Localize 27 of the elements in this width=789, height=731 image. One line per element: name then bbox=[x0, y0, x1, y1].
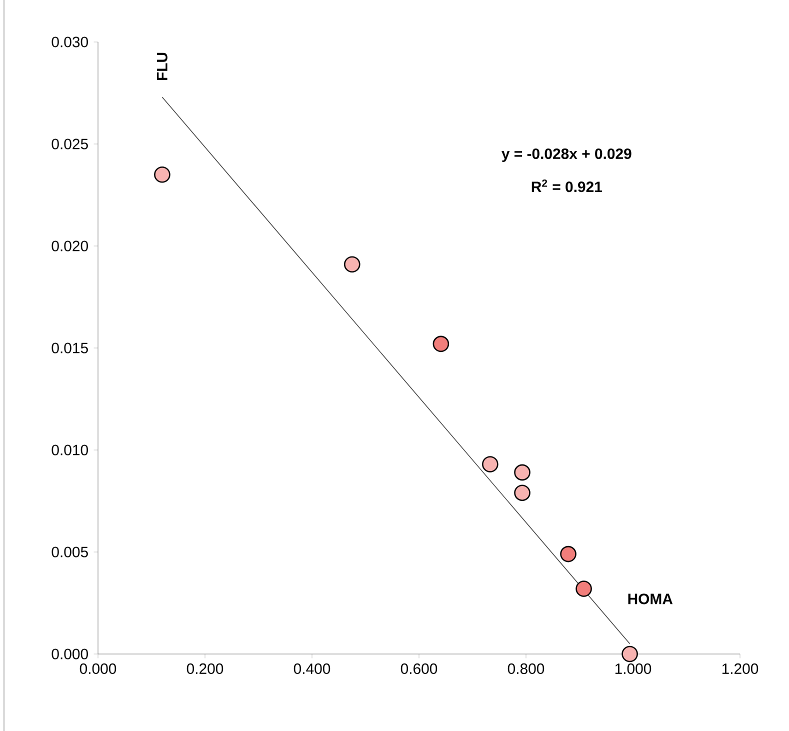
y-tick-label: 0.030 bbox=[52, 36, 88, 48]
x-tick-label: 1.200 bbox=[722, 663, 758, 674]
x-tick-label: 0.200 bbox=[186, 663, 224, 674]
point bbox=[344, 256, 360, 273]
point bbox=[560, 546, 576, 562]
y-tick-label: 0.025 bbox=[52, 138, 88, 150]
annotation: y = -0.028x + 0.029 bbox=[502, 148, 632, 162]
x-tick-label: 0.800 bbox=[508, 663, 544, 674]
point bbox=[514, 464, 530, 481]
point bbox=[622, 646, 638, 662]
point bbox=[432, 336, 450, 352]
point bbox=[576, 580, 592, 597]
annotation: R$^{2}$ = 0.921 bbox=[532, 179, 602, 192]
y-tick-label: 0.010 bbox=[52, 444, 88, 456]
point bbox=[482, 456, 498, 472]
y-axis-title: FLU bbox=[156, 52, 168, 80]
x-tick-label: 0.000 bbox=[80, 663, 116, 674]
point bbox=[154, 166, 170, 183]
x-tick-label: 0.600 bbox=[400, 663, 438, 674]
y-tick-label: 0.005 bbox=[52, 546, 88, 558]
y-tick-label: 0.020 bbox=[52, 240, 88, 252]
x-axis-title: HOMA bbox=[628, 594, 673, 604]
x-tick-label: 1.000 bbox=[615, 663, 652, 674]
y-tick-label: 0.000 bbox=[52, 648, 88, 660]
point bbox=[514, 484, 530, 501]
y-tick-label: 0.015 bbox=[52, 342, 88, 354]
x-tick-label: 0.400 bbox=[294, 663, 330, 674]
